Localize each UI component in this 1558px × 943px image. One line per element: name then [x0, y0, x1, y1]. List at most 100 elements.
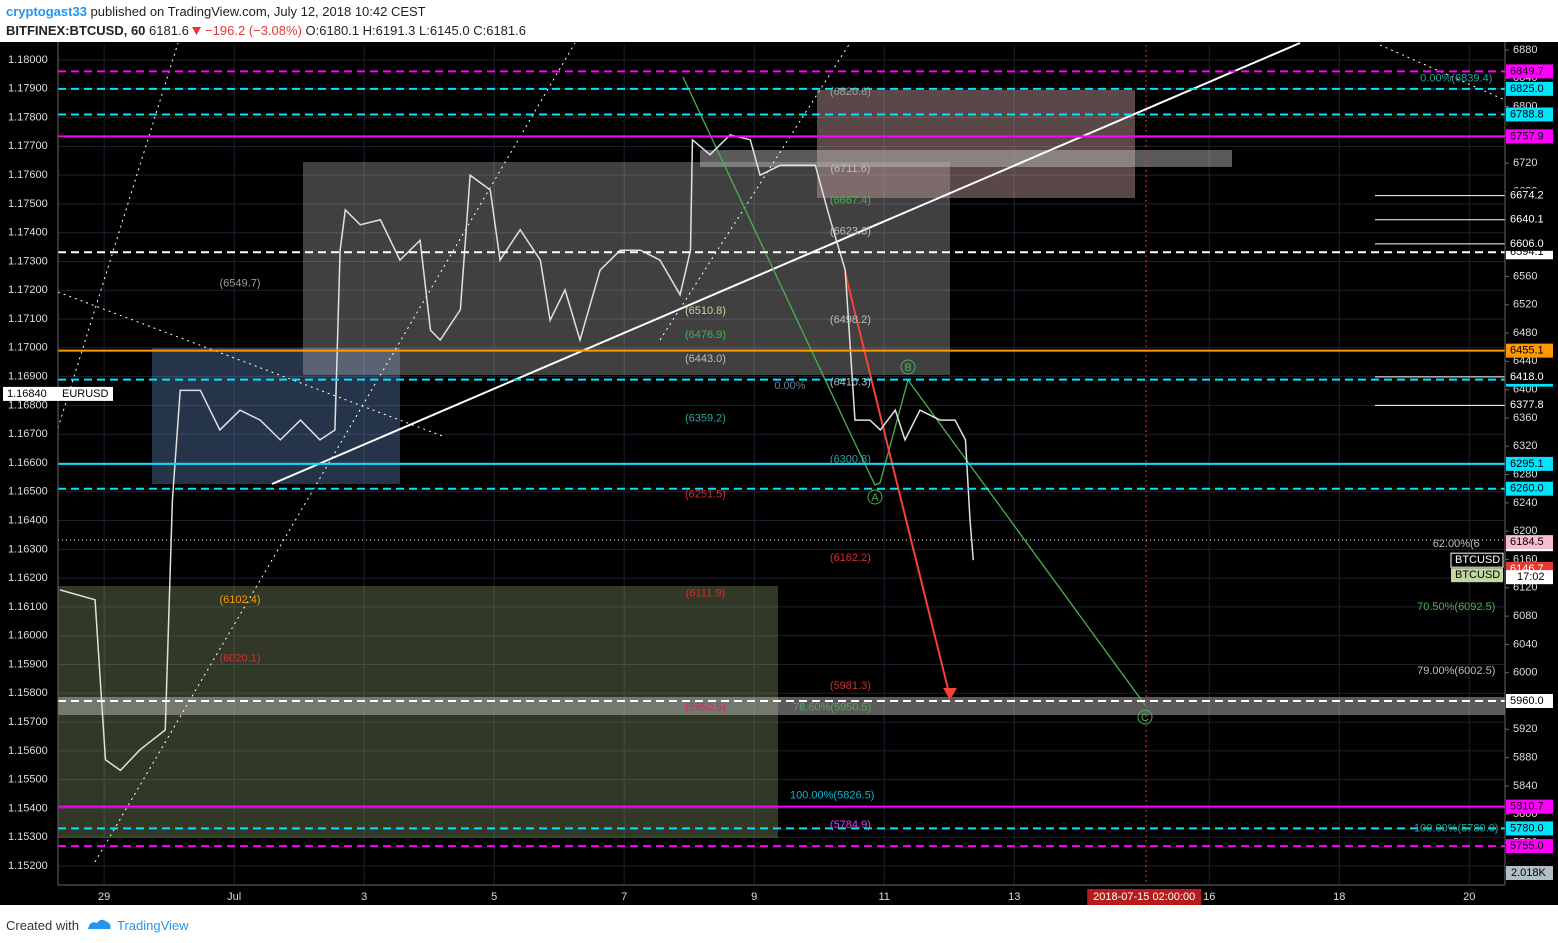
change: −196.2 (−3.08%): [205, 23, 302, 38]
volume-tag: 2.018K: [1511, 867, 1547, 879]
y2-tick-label: 1.16200: [8, 572, 48, 584]
y2-tick-label: 1.16900: [8, 371, 48, 383]
level-badge: [1506, 107, 1553, 122]
annotation: 79.00%(6002.5): [1417, 665, 1495, 677]
x-tick-label: 11: [878, 891, 889, 903]
box: [58, 586, 778, 838]
price-label: 6606.0: [1510, 238, 1544, 250]
y2-marker-name: EURUSD: [62, 388, 109, 400]
price-label: 6377.8: [1510, 399, 1544, 411]
x-tick-label: 3: [361, 891, 367, 903]
drawings: A B C: [57, 42, 1506, 885]
y2-tick-label: 1.16100: [8, 601, 48, 613]
y2-tick-label: 1.15400: [8, 802, 48, 814]
y-tick-label: 5880: [1513, 752, 1537, 764]
annotation: (6667.4): [830, 194, 871, 206]
created: Created with: [6, 918, 79, 933]
y2-tick-label: 1.16500: [8, 486, 48, 498]
annotation: (6251.5): [685, 489, 726, 501]
y2-tick-label: 1.17800: [8, 111, 48, 123]
price-label: 6640.1: [1510, 214, 1544, 226]
y2-tick-label: 1.17200: [8, 284, 48, 296]
arrow-head: [943, 688, 957, 700]
annotation: (6410.3): [830, 376, 871, 388]
y2-tick-label: 1.16000: [8, 630, 48, 642]
y2-tick-label: 1.15300: [8, 831, 48, 843]
wave-circle: [1137, 709, 1153, 725]
y2-tick-label: 1.17100: [8, 313, 48, 325]
x-tick-label: 20: [1463, 891, 1475, 903]
price-label: 6674.2: [1510, 189, 1544, 201]
annotation: (6111.9): [686, 587, 725, 599]
y-tick-label: 6120: [1513, 582, 1537, 594]
level-label: 5780.0: [1510, 822, 1544, 834]
price-badge: [1506, 369, 1553, 384]
y-tick-label: 6720: [1513, 157, 1537, 169]
wave-label: A: [871, 492, 879, 504]
y2-tick-label: 1.17500: [8, 198, 48, 210]
symbol-line: BITFINEX:BTCUSD, 60 6181.6 −196.2 (−3.08…: [6, 23, 526, 38]
y-tick-label: 5840: [1513, 780, 1537, 792]
brand[interactable]: TradingView: [117, 918, 189, 933]
annotation: (6300.8): [830, 454, 871, 466]
level-badge: [1506, 343, 1553, 358]
price-label: 6184.5: [1510, 536, 1544, 548]
annotation: (6476.9): [685, 329, 726, 341]
y2-tick-label: 1.16700: [8, 428, 48, 440]
level-label: 6757.9: [1510, 130, 1544, 142]
level-badge: [1506, 456, 1553, 471]
x-tick-label: 29: [98, 891, 110, 903]
price-label: 6418.0: [1510, 371, 1544, 383]
x-tick-label: 13: [1008, 891, 1020, 903]
annotation: 70.50%(6092.5): [1417, 601, 1495, 613]
annotation: (5784.9): [830, 819, 871, 831]
level-badge: [1506, 481, 1553, 496]
level-label: 5960.0: [1510, 695, 1544, 707]
y-tick-label: 6000: [1513, 667, 1537, 679]
wave-circle: [867, 489, 883, 505]
y2-tick-label: 1.15500: [8, 774, 48, 786]
annotation: (5981.3): [830, 680, 871, 692]
y2-tick-label: 1.17300: [8, 255, 48, 267]
arrow: [844, 271, 951, 698]
annotation: (5950.5): [685, 702, 726, 714]
y-tick-label: 6440: [1513, 355, 1537, 367]
y2-tick-label: 1.17600: [8, 169, 48, 181]
annotation: (6711.6): [830, 163, 870, 175]
level-label: 5755.0: [1510, 840, 1544, 852]
annotation: (6359.2): [685, 412, 726, 424]
wave-label: C: [1141, 712, 1149, 724]
annotation: (6020.1): [220, 652, 261, 664]
y2-tick-label: 1.17400: [8, 227, 48, 239]
volume-badge: [1506, 866, 1553, 880]
author[interactable]: cryptogast33: [6, 4, 87, 19]
y-tick-label: 6040: [1513, 638, 1537, 650]
level-label: 6295.1: [1510, 458, 1544, 470]
y2-tick-label: 1.16400: [8, 514, 48, 526]
y2-tick-label: 1.17000: [8, 342, 48, 354]
y-tick-label: 6360: [1513, 412, 1537, 424]
annotation: (6102.4): [220, 594, 261, 606]
y-tick-label: 6880: [1513, 44, 1537, 56]
wave-line: [682, 76, 1146, 706]
wave-label: B: [904, 362, 911, 374]
box: [700, 150, 1232, 167]
symbol-tag: BTCUSD: [1455, 554, 1500, 566]
annotation: 62.00%(6: [1433, 538, 1480, 550]
level-label: 6849.7: [1510, 65, 1544, 77]
level-label: 6788.8: [1510, 108, 1544, 120]
y2-tick-label: 1.16300: [8, 543, 48, 555]
trend-line: [271, 42, 1301, 485]
box: [152, 348, 400, 484]
y2-tick-label: 1.15900: [8, 658, 48, 670]
grid: [58, 45, 1505, 885]
price-badge: [1506, 535, 1553, 550]
symbol-badge: [1451, 568, 1503, 583]
chart: A B C (6549.7)(6102.4)(6020.1)(6510.8)(6…: [0, 42, 1558, 905]
y2-tick-label: 1.17700: [8, 140, 48, 152]
level-badge: [1506, 129, 1553, 144]
annotation: (6443.0): [685, 353, 726, 365]
trend-line: [57, 42, 179, 429]
x-tick-label: 9: [751, 891, 757, 903]
level-badge: [1506, 64, 1553, 79]
